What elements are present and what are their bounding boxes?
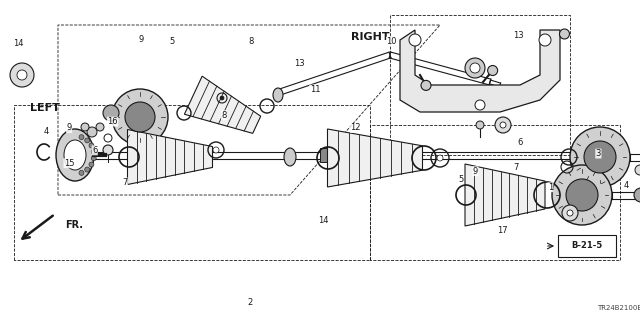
Text: 7: 7 <box>514 163 519 172</box>
Text: 4: 4 <box>44 127 49 136</box>
Circle shape <box>475 100 485 110</box>
Circle shape <box>79 170 84 175</box>
Text: LEFT: LEFT <box>30 103 60 113</box>
Circle shape <box>562 205 578 221</box>
Circle shape <box>84 138 90 143</box>
Circle shape <box>96 123 104 131</box>
Text: 15: 15 <box>64 159 74 168</box>
Circle shape <box>584 141 616 173</box>
Text: FR.: FR. <box>65 220 83 230</box>
Text: 5: 5 <box>458 175 463 184</box>
Text: 10: 10 <box>387 37 397 46</box>
Circle shape <box>92 156 96 161</box>
Circle shape <box>567 210 573 216</box>
Text: 6: 6 <box>517 138 522 147</box>
Circle shape <box>125 102 155 132</box>
Circle shape <box>635 165 640 175</box>
Circle shape <box>213 147 219 153</box>
Text: 3: 3 <box>596 149 601 158</box>
Ellipse shape <box>64 140 86 170</box>
Text: 7: 7 <box>122 178 127 187</box>
Circle shape <box>488 66 498 76</box>
Circle shape <box>470 63 480 73</box>
Polygon shape <box>465 164 545 226</box>
Text: 13: 13 <box>294 60 305 68</box>
Text: 9: 9 <box>473 167 478 176</box>
Circle shape <box>437 155 443 161</box>
Text: 13: 13 <box>513 31 524 40</box>
Circle shape <box>465 58 485 78</box>
Text: 11: 11 <box>310 85 320 94</box>
Circle shape <box>81 123 89 131</box>
Text: 16: 16 <box>108 117 118 126</box>
Circle shape <box>500 122 506 128</box>
Circle shape <box>112 89 168 145</box>
Circle shape <box>79 135 84 140</box>
Circle shape <box>10 63 34 87</box>
Circle shape <box>87 127 97 137</box>
Ellipse shape <box>284 148 296 166</box>
Circle shape <box>566 179 598 211</box>
Circle shape <box>89 143 94 148</box>
Circle shape <box>559 29 570 39</box>
Text: 8: 8 <box>248 37 253 46</box>
Text: 4: 4 <box>623 181 628 190</box>
Text: B-21-5: B-21-5 <box>572 242 603 251</box>
Text: 14: 14 <box>319 216 329 225</box>
Circle shape <box>103 105 119 121</box>
Circle shape <box>409 34 421 46</box>
Text: 5: 5 <box>169 37 174 46</box>
Circle shape <box>220 96 224 100</box>
Circle shape <box>103 145 113 155</box>
Polygon shape <box>184 76 260 133</box>
FancyBboxPatch shape <box>558 235 616 257</box>
Text: 1: 1 <box>548 183 553 192</box>
Text: 17: 17 <box>497 226 508 235</box>
Text: 12: 12 <box>351 124 361 132</box>
Circle shape <box>570 127 630 187</box>
Circle shape <box>17 70 27 80</box>
Polygon shape <box>328 129 422 187</box>
Ellipse shape <box>56 129 94 181</box>
Circle shape <box>84 167 90 172</box>
Circle shape <box>476 121 484 129</box>
Polygon shape <box>400 30 560 112</box>
Circle shape <box>421 80 431 90</box>
Circle shape <box>552 165 612 225</box>
Circle shape <box>92 149 96 154</box>
Text: 9: 9 <box>138 36 143 44</box>
Text: 2: 2 <box>247 298 252 307</box>
Circle shape <box>539 34 551 46</box>
Circle shape <box>89 162 94 167</box>
Text: 6: 6 <box>92 146 97 155</box>
Text: TR24B2100B: TR24B2100B <box>597 305 640 311</box>
Text: 14: 14 <box>13 39 23 48</box>
Ellipse shape <box>273 88 283 102</box>
Text: 8: 8 <box>221 111 227 120</box>
Circle shape <box>495 117 511 133</box>
Text: RIGHT: RIGHT <box>351 32 389 42</box>
Polygon shape <box>127 130 212 185</box>
Polygon shape <box>320 148 340 162</box>
Circle shape <box>634 188 640 202</box>
Text: 9: 9 <box>67 124 72 132</box>
